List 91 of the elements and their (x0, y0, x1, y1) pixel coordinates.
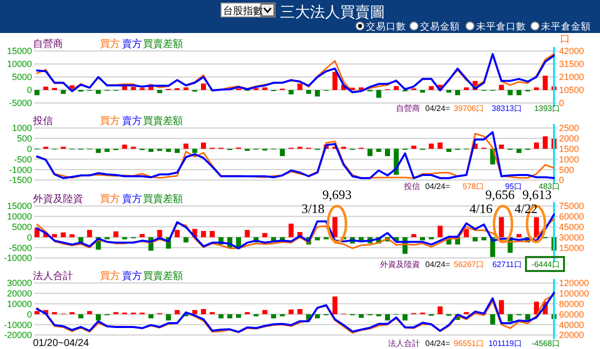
y2-tick-label: 20000 (559, 330, 584, 340)
y-tick-label: -10000 (4, 253, 32, 264)
y-tick-label: 500 (16, 134, 32, 144)
text: -6444口 (532, 260, 560, 269)
y2-axis-title: 口 (560, 34, 570, 45)
y2-tick-label: 100000 (559, 288, 590, 299)
text: 法人合計 (388, 339, 420, 348)
annotation: 3/18 (301, 201, 325, 216)
text: 買方 (100, 270, 120, 282)
y-tick-label: 0 (26, 232, 32, 242)
chart-title: 法人合計 (33, 270, 73, 282)
y-tick-label: -500 (14, 154, 32, 164)
text: 101119口 (488, 339, 522, 348)
y-tick-label: -10000 (4, 320, 32, 330)
text: 投信 (403, 182, 420, 191)
y-tick-label: 20000 (6, 288, 32, 299)
text: 自營商 (396, 104, 420, 113)
text: 04/24= (425, 182, 450, 191)
text: 未平倉金額 (541, 20, 591, 32)
y-tick-label: -5000 (8, 242, 32, 253)
y-tick-label: 1000 (12, 123, 32, 134)
text: 買方 (100, 38, 120, 50)
annotation: 4/16 (469, 201, 494, 216)
y2-tick-label: 60000 (559, 212, 584, 222)
y-tick-label: 5000 (12, 222, 32, 232)
y2-tick-label: 2000 (559, 134, 580, 144)
text: 578口 (462, 182, 484, 191)
text: 買賣差額 (143, 270, 183, 282)
y2-tick-label: 30000 (559, 232, 584, 242)
text: 未平倉口數 (476, 20, 526, 32)
y-tick-label: -1000 (8, 164, 32, 175)
chart-title: 投信 (32, 115, 53, 127)
text: 外資及陸資 (380, 260, 420, 269)
text: 56267口 (454, 260, 484, 269)
y2-tick-label: 60000 (559, 309, 584, 320)
y-tick-label: -20000 (4, 330, 32, 340)
text: 95口 (505, 182, 522, 191)
text: 交易口數 (366, 20, 406, 32)
text: 9,693 (322, 187, 352, 202)
y-tick-label: -1500 (8, 175, 32, 186)
y2-tick-label: 80000 (559, 298, 584, 309)
y-tick-label: 0 (26, 85, 32, 96)
y2-tick-label: 500 (559, 164, 574, 175)
text: 買賣差額 (143, 193, 183, 205)
y2-tick-label: 1500 (559, 144, 580, 154)
y2-tick-label: 21000 (559, 72, 584, 82)
y-tick-label: 10000 (6, 298, 32, 309)
text: -4568口 (532, 339, 560, 348)
text: 62711口 (492, 260, 522, 269)
text: 賣方 (122, 38, 142, 50)
y2-tick-label: 42000 (559, 46, 584, 56)
text: 三大法人買賣圖 (280, 4, 385, 21)
y2-tick-label: 45000 (559, 222, 584, 232)
y-tick-label: 0 (26, 309, 32, 320)
y2-tick-label: 2500 (559, 123, 580, 134)
series-label: 買賣差額 (143, 115, 183, 127)
text: 賣方 (122, 115, 142, 127)
y2-tick-label: 0 (559, 175, 564, 186)
text: 96551口 (454, 339, 484, 348)
chart-title: 外資及陸資 (33, 193, 83, 205)
text: 04/24= (425, 260, 450, 269)
y2-tick-label: 31500 (559, 59, 584, 70)
text: 賣方 (122, 193, 142, 205)
text: 買方 (100, 193, 120, 205)
text: 483口 (538, 182, 560, 191)
text: 賣方 (122, 270, 142, 282)
y2-tick-label: 75000 (559, 201, 584, 212)
y-tick-label: 10000 (6, 59, 32, 70)
text: 04/24= (425, 339, 450, 348)
y-tick-label: 30000 (6, 278, 32, 288)
text: 1393口 (534, 104, 560, 113)
chart-title: 自營商 (33, 38, 63, 50)
text: 買方 (100, 115, 120, 127)
y-tick-label: 15000 (6, 46, 32, 56)
y2-tick-label: 15000 (559, 242, 584, 253)
x-axis-title: 01/20~04/24 (33, 338, 90, 349)
y-tick-label: 10000 (6, 212, 32, 222)
y-tick-label: 0 (26, 144, 32, 154)
y-tick-label: 15000 (6, 201, 32, 212)
text: 39706口 (454, 104, 484, 113)
y2-tick-label: 120000 (559, 278, 590, 288)
y2-tick-label: 40000 (559, 320, 584, 330)
y2-tick-label: 10500 (559, 85, 584, 96)
y-tick-label: -5000 (8, 98, 32, 108)
text: 交易金額 (420, 20, 460, 32)
y-tick-label: 5000 (12, 72, 32, 82)
text: 04/24= (425, 104, 450, 113)
text: 38313口 (492, 104, 522, 113)
y2-tick-label: 1000 (559, 154, 580, 164)
y2-tick-label: 0 (559, 98, 564, 108)
text: 買賣差額 (143, 38, 183, 50)
